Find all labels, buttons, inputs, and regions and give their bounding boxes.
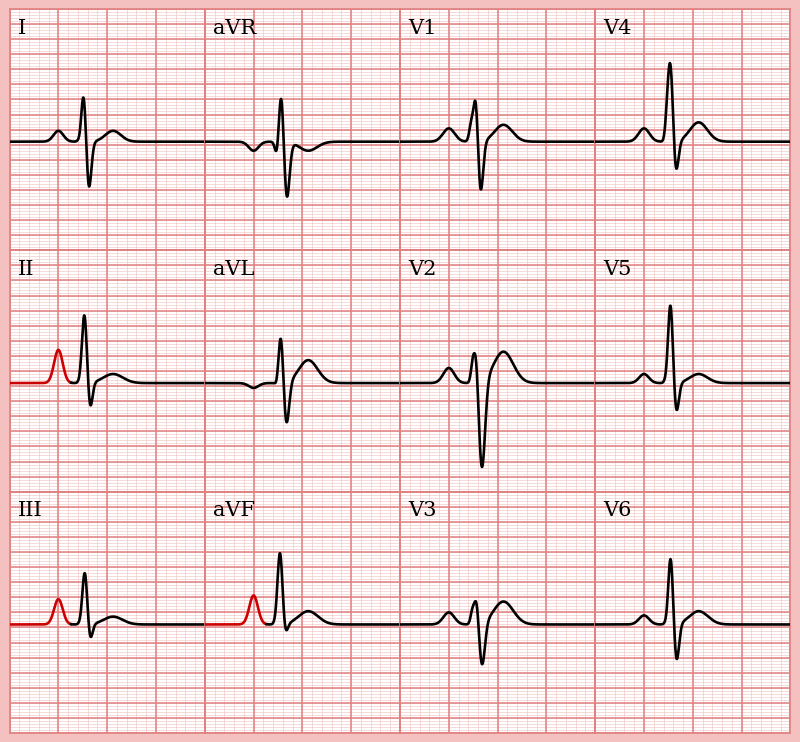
- Text: aVF: aVF: [213, 502, 254, 520]
- Text: V2: V2: [408, 260, 436, 279]
- Text: aVR: aVR: [213, 19, 256, 38]
- Text: II: II: [18, 260, 34, 279]
- Text: V4: V4: [603, 19, 631, 38]
- Text: V3: V3: [408, 502, 436, 520]
- Text: aVL: aVL: [213, 260, 254, 279]
- Text: III: III: [18, 502, 42, 520]
- Text: I: I: [18, 19, 26, 38]
- Text: V1: V1: [408, 19, 436, 38]
- Text: V5: V5: [603, 260, 631, 279]
- Text: V6: V6: [603, 502, 631, 520]
